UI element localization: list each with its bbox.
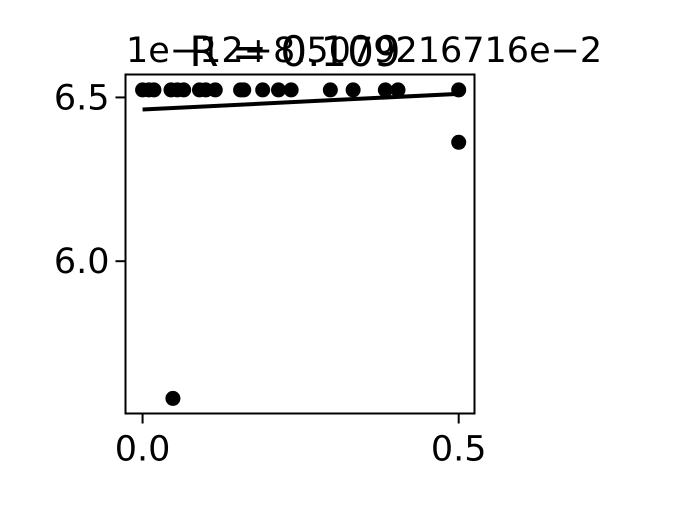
data-point bbox=[390, 82, 406, 98]
data-point bbox=[207, 82, 223, 98]
data-point bbox=[255, 82, 271, 98]
axes-frame bbox=[124, 73, 476, 415]
data-point bbox=[283, 82, 299, 98]
data-point bbox=[271, 82, 287, 98]
x-tick-label: 0.0 bbox=[115, 430, 171, 470]
chart-title: R = 0.109 bbox=[189, 27, 400, 76]
data-point bbox=[146, 82, 162, 98]
data-point bbox=[377, 82, 393, 98]
x-tick-label: 0.5 bbox=[431, 430, 487, 470]
x-axis: 0.0 0.5 bbox=[115, 413, 487, 470]
plot-area bbox=[135, 82, 467, 406]
y-tick-label: 6.5 bbox=[54, 78, 110, 118]
data-point bbox=[165, 390, 181, 406]
data-point bbox=[176, 82, 192, 98]
data-point bbox=[345, 82, 361, 98]
y-axis: 6.0 6.5 bbox=[54, 78, 126, 282]
fit-line bbox=[142, 91, 459, 112]
axis-offset-label: 1e−12+8.5079216716e−2 bbox=[126, 31, 602, 71]
y-tick-label: 6.0 bbox=[54, 242, 110, 282]
data-point bbox=[451, 134, 467, 150]
data-point bbox=[322, 82, 338, 98]
data-point bbox=[451, 82, 467, 98]
data-point bbox=[236, 82, 252, 98]
